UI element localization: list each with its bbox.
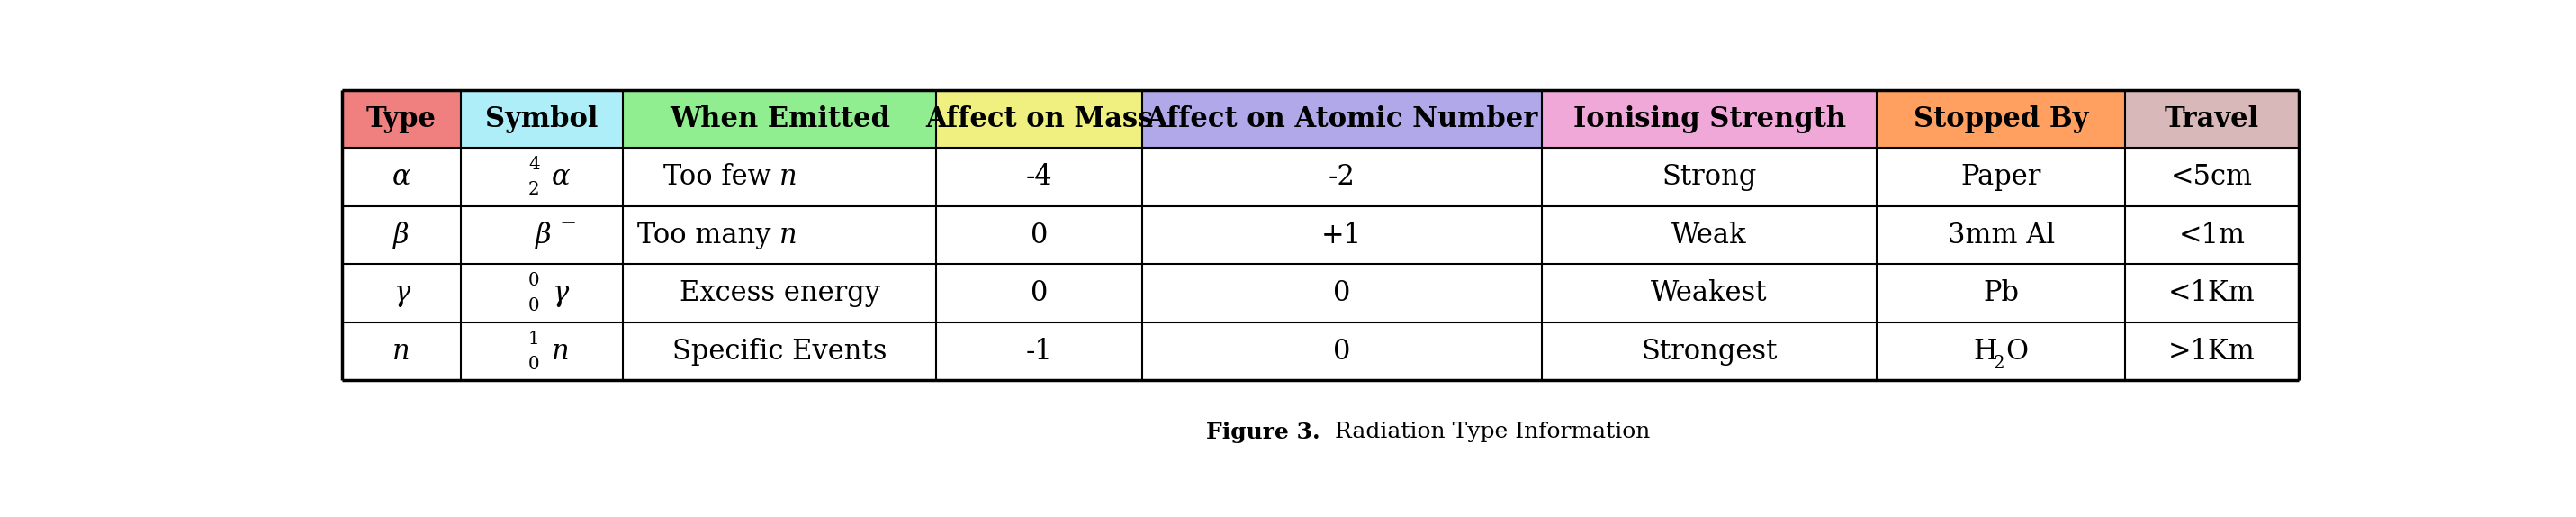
- Text: >1Km: >1Km: [2169, 338, 2257, 366]
- Bar: [343, 264, 2298, 323]
- Text: <1m: <1m: [2179, 221, 2246, 249]
- Text: Paper: Paper: [1960, 163, 2040, 191]
- Text: Ionising Strength: Ionising Strength: [1574, 105, 1847, 133]
- Text: 2: 2: [1994, 355, 2004, 372]
- Text: -2: -2: [1329, 163, 1355, 191]
- Text: Strongest: Strongest: [1641, 338, 1777, 366]
- Text: Strong: Strong: [1662, 163, 1757, 191]
- Text: 0: 0: [1334, 338, 1350, 366]
- Text: Specific Events: Specific Events: [672, 338, 886, 366]
- Text: Pb: Pb: [1984, 279, 2020, 307]
- Text: +1: +1: [1321, 221, 1363, 249]
- Text: Too few: Too few: [662, 163, 781, 191]
- Text: 2: 2: [528, 181, 538, 199]
- Bar: [343, 323, 2298, 381]
- Text: Excess energy: Excess energy: [680, 279, 881, 307]
- Bar: [1141, 90, 1543, 148]
- Bar: [1543, 90, 1878, 148]
- Text: 0: 0: [528, 298, 538, 315]
- Text: Affect on Mass: Affect on Mass: [925, 105, 1154, 133]
- Text: 0: 0: [528, 356, 538, 373]
- Text: n: n: [781, 163, 799, 191]
- Text: n: n: [781, 221, 799, 249]
- Bar: [461, 90, 623, 148]
- Text: When Emitted: When Emitted: [670, 105, 889, 133]
- Text: Travel: Travel: [2164, 105, 2259, 133]
- Text: -4: -4: [1025, 163, 1054, 191]
- Text: 1: 1: [528, 330, 538, 347]
- Text: γ: γ: [394, 279, 410, 307]
- Text: 0: 0: [1030, 221, 1048, 249]
- Bar: [623, 90, 938, 148]
- Bar: [343, 148, 2298, 206]
- Text: Symbol: Symbol: [484, 105, 598, 133]
- Bar: [343, 90, 461, 148]
- Text: β: β: [536, 221, 551, 249]
- Text: Figure 3.: Figure 3.: [1206, 421, 1319, 443]
- Text: n: n: [551, 338, 569, 366]
- Text: 3mm Al: 3mm Al: [1947, 221, 2056, 249]
- Text: 0: 0: [1030, 279, 1048, 307]
- Text: Weak: Weak: [1672, 221, 1747, 249]
- Text: O: O: [2007, 338, 2027, 366]
- Bar: [938, 90, 1141, 148]
- Text: Weakest: Weakest: [1651, 279, 1767, 307]
- Bar: [1878, 90, 2125, 148]
- Bar: [343, 206, 2298, 264]
- Text: −: −: [559, 212, 577, 232]
- Text: Too many: Too many: [636, 221, 781, 249]
- Text: Radiation Type Information: Radiation Type Information: [1319, 422, 1651, 443]
- Text: -1: -1: [1025, 338, 1054, 366]
- Text: 0: 0: [1334, 279, 1350, 307]
- Text: Type: Type: [366, 105, 435, 133]
- Text: Affect on Atomic Number: Affect on Atomic Number: [1146, 105, 1538, 133]
- Text: γ: γ: [551, 279, 569, 307]
- Text: α: α: [551, 163, 569, 191]
- Text: Stopped By: Stopped By: [1914, 105, 2089, 133]
- Text: H: H: [1973, 338, 1996, 366]
- Text: 4: 4: [528, 156, 538, 173]
- Text: n: n: [392, 338, 410, 366]
- Text: <5cm: <5cm: [2172, 163, 2254, 191]
- Text: β: β: [394, 221, 410, 249]
- Text: α: α: [392, 163, 410, 191]
- Text: 0: 0: [528, 272, 538, 289]
- Text: <1Km: <1Km: [2169, 279, 2257, 307]
- Bar: [2125, 90, 2298, 148]
